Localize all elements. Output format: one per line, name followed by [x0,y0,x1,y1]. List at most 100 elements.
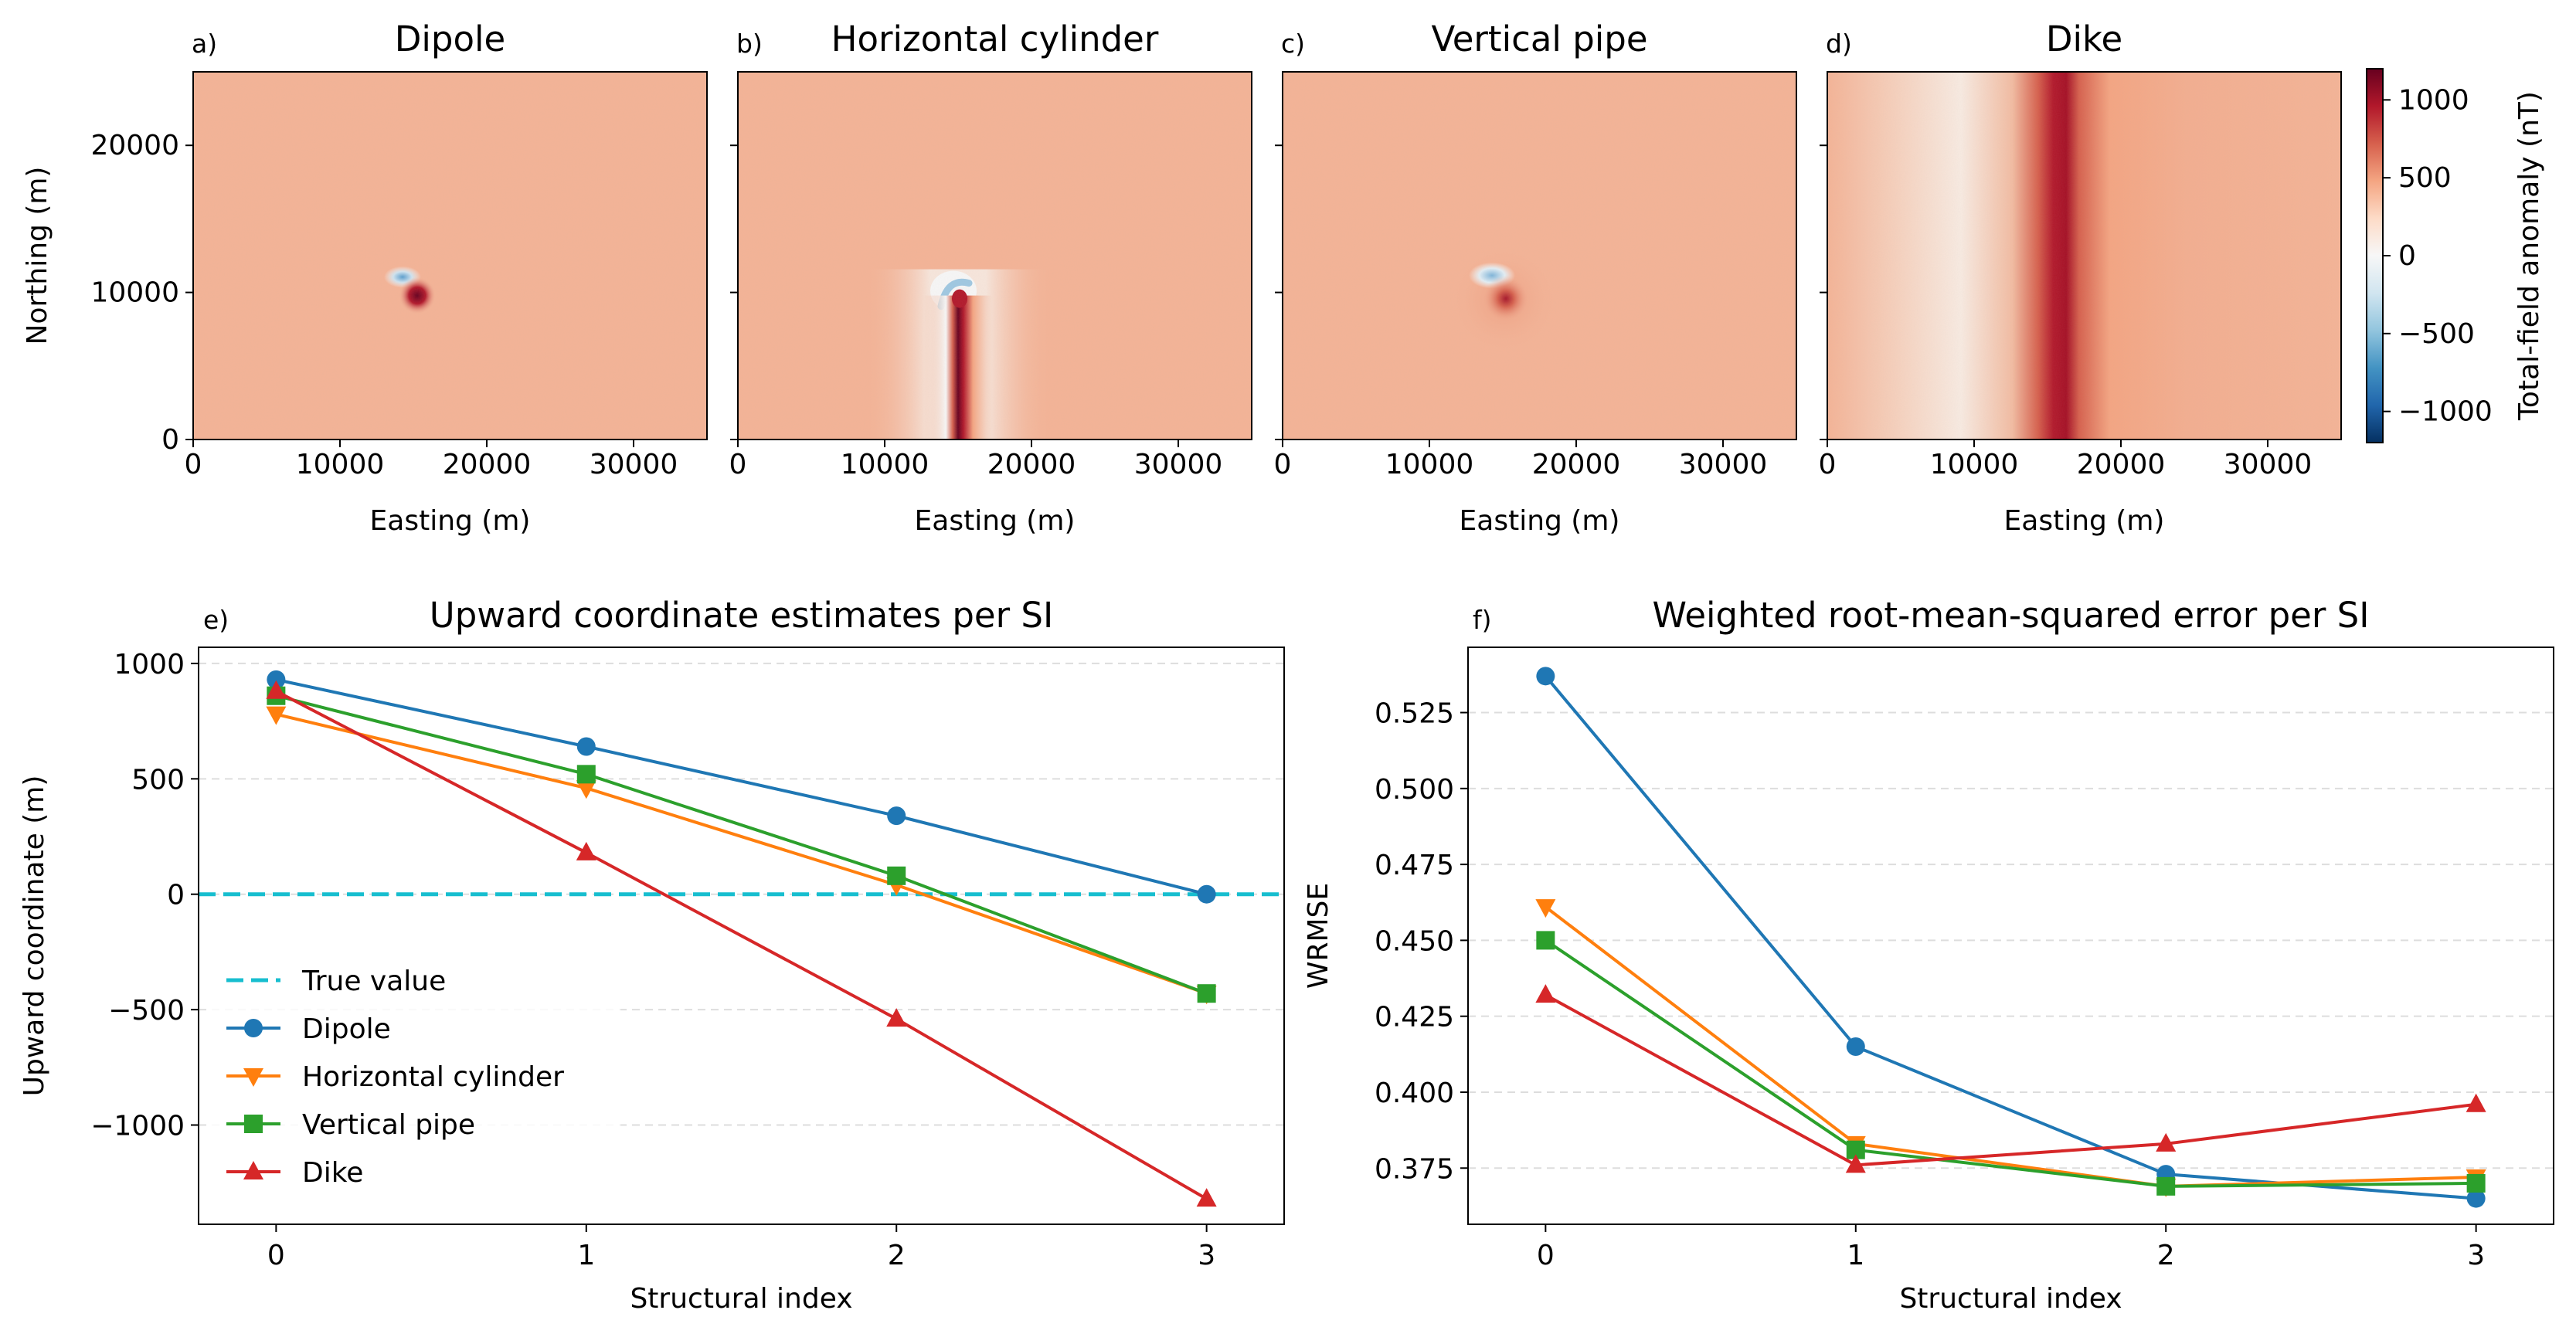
x-tick-label: 2 [888,1240,906,1271]
y-tick-label: −1000 [90,1111,185,1142]
y-tick-label: 0.525 [1375,698,1454,730]
data-point [886,1008,907,1027]
panel-title: Vertical pipe [1431,19,1647,59]
y-tick-label: 0 [167,880,185,911]
series-line-horizontal-cylinder [1545,905,2476,1188]
y-tick-label: 0 [161,424,179,456]
x-tick-label: 10000 [296,449,385,480]
data-point [576,780,596,799]
colorbar-label: Total-field anomaly (nT) [2513,91,2545,421]
data-point [1535,984,1556,1003]
x-tick-label: 1 [1847,1240,1864,1271]
x-tick-label: 3 [2467,1240,2485,1271]
heatmap-panels: Dipole a) 0 10000 20000 30000 Easting (m) 0 1000… [22,19,2342,537]
data-point [576,737,596,756]
series-line-horizontal-cylinder [275,712,1208,996]
legend-box [211,954,620,1209]
x-tick-label: 10000 [1385,449,1474,480]
panel-e: True value Dipole Horizontal cylinder Verti… [19,595,1285,1315]
panel-label: f) [1473,605,1492,635]
heatmap-panel-a: Dipole a) 0 10000 20000 30000 Easting (m) 0 1000… [22,19,708,537]
colorbar-tick-label: −500 [2398,318,2475,350]
heatmap-panel-c: Vertical pipe c) 0 10000 20000 30000 Easting (… [1274,19,1797,537]
x-tick-label: 10000 [1930,449,2019,480]
series-line-dipole [1544,675,2476,1200]
colorbar-tick-label: 500 [2398,162,2452,194]
x-tick-label: 30000 [1134,449,1223,480]
legend-label: Dipole [302,1013,391,1045]
axes-frame [198,647,1285,1225]
x-axis-label: Easting (m) [915,505,1076,537]
data-point [1536,931,1555,950]
x-tick-label: 10000 [841,449,929,480]
data-point [1197,984,1216,1003]
legend-label: Dike [302,1157,363,1189]
data-point [1535,899,1556,918]
y-tick-label: 0.450 [1375,925,1454,957]
panel-label: d) [1826,29,1852,59]
data-point [267,670,286,689]
data-point [2156,1176,2176,1196]
y-tick-label: 20000 [90,130,179,161]
x-tick-label: 20000 [443,449,532,480]
series-line-vertical-pipe [1545,938,2476,1188]
data-point [266,706,287,725]
panel-title: Weighted root-mean-squared error per SI [1653,595,2370,636]
y-axis-label: Upward coordinate (m) [19,776,50,1097]
legend-label: True value [301,966,446,997]
y-tick-label: 0.425 [1375,1002,1454,1033]
panel-f: 0 1 2 3 Structural index 0.375 0.400 0.425 0.450… [1303,595,2554,1315]
heatmap-noise [1827,72,2341,440]
data-point [1196,1188,1217,1207]
y-tick-label: 0.400 [1375,1078,1454,1109]
x-tick-label: 0 [267,1240,285,1271]
data-point [887,866,906,885]
x-tick-label: 3 [1198,1240,1215,1271]
x-tick-label: 30000 [2224,449,2313,480]
data-point [1845,1154,1866,1173]
colorbar-tick-label: −1000 [2398,396,2493,428]
x-tick-label: 2 [2157,1240,2175,1271]
x-tick-label: 30000 [590,449,678,480]
y-axis-label: WRMSE [1303,883,1334,989]
data-point [2466,1093,2486,1112]
panel-label: c) [1281,29,1305,59]
panel-label: b) [736,29,763,59]
y-tick-label: 10000 [90,277,179,309]
series-line-dipole [275,677,1208,896]
data-point [2466,1189,2486,1208]
data-point [576,841,596,860]
axes-frame [1467,647,2554,1225]
axes-frame [1282,71,1797,440]
series-line-vertical-pipe [275,694,1208,996]
legend-label: Vertical pipe [302,1109,475,1141]
axes-frame [737,71,1252,440]
x-axis-label: Easting (m) [370,505,531,537]
heatmap-noise [738,72,1252,440]
x-axis-label: Easting (m) [1460,505,1620,537]
panel-title: Dipole [395,19,505,59]
heatmap-panel-d: Dike d) 0 10000 20000 30000 Easting (m) [1819,19,2342,537]
panel-label: e) [203,605,229,635]
x-tick-label: 0 [185,449,202,480]
data-point [244,1019,263,1037]
x-tick-label: 0 [1819,449,1837,480]
data-point [2156,1132,2177,1152]
x-tick-label: 0 [1537,1240,1555,1271]
panel-label: a) [192,29,217,59]
data-point [1197,884,1216,904]
x-tick-label: 1 [577,1240,595,1271]
x-tick-label: 20000 [987,449,1076,480]
colorbar: −1000 −500 0 500 1000 Total-field anomaly (nT… [2366,68,2545,443]
axes-frame [1827,71,2342,440]
heatmap-noise [193,72,707,440]
panel-title: Horizontal cylinder [831,19,1159,59]
axes-frame [192,71,708,440]
x-tick-label: 30000 [1679,449,1768,480]
colorbar-tick-label: 0 [2398,240,2416,272]
x-tick-label: 0 [729,449,747,480]
panel-title: Dike [2046,19,2122,59]
y-tick-label: 0.500 [1375,774,1454,806]
x-axis-label: Easting (m) [2004,505,2165,537]
